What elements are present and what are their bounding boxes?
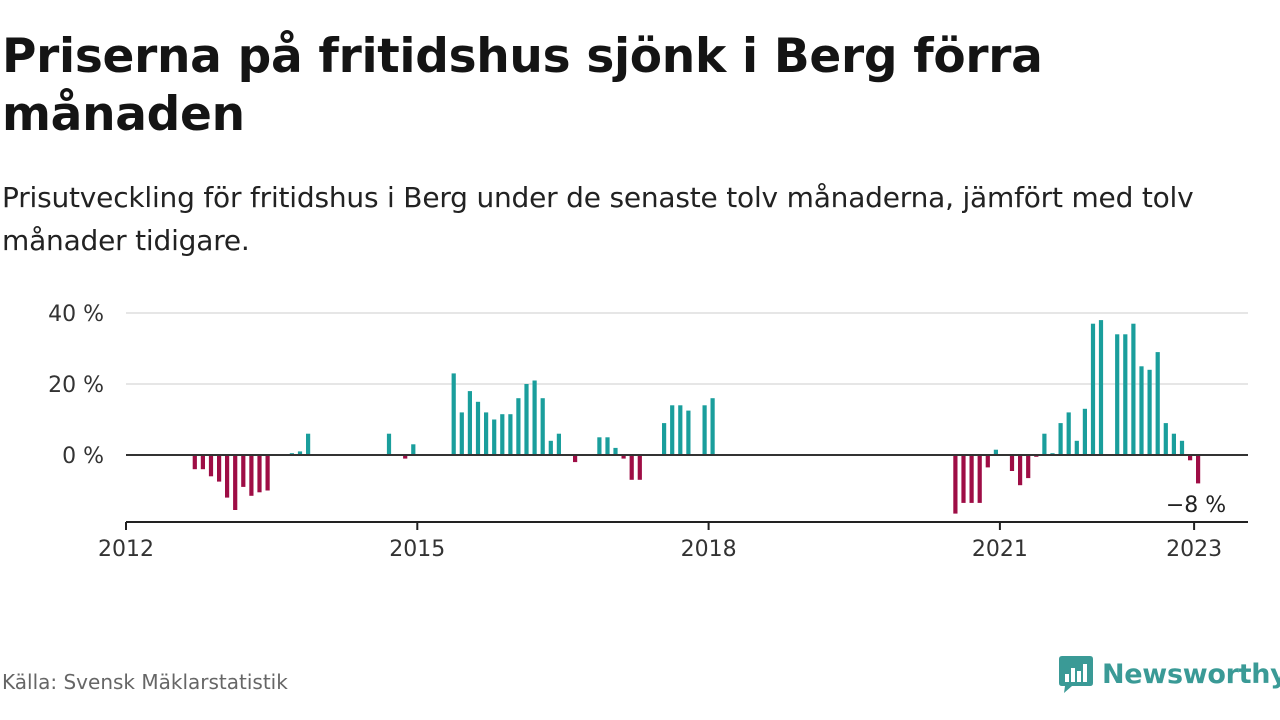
newsworthy-logo-icon <box>1059 656 1093 693</box>
bar <box>1074 440 1079 455</box>
bar <box>629 455 634 480</box>
chart-title: Priserna på fritidshus sjönk i Berg förr… <box>2 29 1043 142</box>
x-tick-label: 2018 <box>681 537 737 562</box>
bar <box>467 391 472 455</box>
bar <box>573 455 578 463</box>
bar <box>1163 423 1168 455</box>
bar <box>548 440 553 455</box>
grid-lines <box>126 312 1248 385</box>
bar <box>1058 423 1063 455</box>
y-tick-label: 40 % <box>48 302 104 327</box>
bar <box>233 455 238 510</box>
x-tick-label: 2023 <box>1166 537 1222 562</box>
bar <box>1131 323 1136 455</box>
bar <box>1155 352 1160 455</box>
bar <box>710 398 715 455</box>
bar <box>1018 455 1023 486</box>
bar <box>508 414 513 455</box>
bar <box>1082 408 1087 455</box>
bar <box>985 455 990 468</box>
chart-subtitle: Prisutveckling för fritidshus i Berg und… <box>2 181 1194 257</box>
bar <box>225 455 230 498</box>
bar <box>1171 433 1176 455</box>
bar <box>1147 369 1152 455</box>
bar <box>540 398 545 455</box>
bar <box>249 455 254 496</box>
bar <box>297 451 303 455</box>
bar <box>403 455 408 459</box>
bar <box>1188 455 1193 461</box>
bar <box>386 433 392 455</box>
bar <box>475 401 481 456</box>
bar <box>702 405 707 455</box>
bar <box>1098 320 1104 455</box>
bar <box>1026 455 1031 479</box>
bar <box>1179 440 1185 455</box>
bar <box>993 449 998 455</box>
bar <box>637 455 642 480</box>
bar <box>451 373 456 455</box>
bar <box>1123 334 1128 455</box>
bar <box>1066 412 1071 455</box>
bar <box>411 444 416 455</box>
bar <box>605 437 610 456</box>
bar <box>257 455 262 493</box>
bar <box>192 455 197 470</box>
y-tick-label: 20 % <box>48 373 104 398</box>
bar <box>961 455 966 503</box>
bar <box>670 405 675 455</box>
bar <box>306 433 311 455</box>
labels: 0 % 20 % 40 % 2012 2015 2018 2021 2023 −8 % <box>48 302 1226 562</box>
bar <box>208 455 214 477</box>
source-note: Källa: Svensk Mäklarstatistik <box>2 670 288 694</box>
bar <box>217 455 222 482</box>
x-tick-label: 2021 <box>972 537 1028 562</box>
bar <box>500 414 505 455</box>
bar <box>613 447 618 455</box>
x-tick-label: 2012 <box>98 537 154 562</box>
bar <box>459 412 464 455</box>
bar <box>1139 366 1144 456</box>
bar <box>678 405 683 455</box>
brand-name: Newsworthy <box>1102 658 1280 690</box>
bar <box>1115 334 1120 455</box>
bar <box>686 410 691 455</box>
bar-chart: 0 % 20 % 40 % 2012 2015 2018 2021 2023 −8 % <box>48 302 1248 562</box>
bar <box>516 398 521 455</box>
brand-logo[interactable]: Newsworthy <box>1058 654 1280 694</box>
bar <box>969 455 974 503</box>
bar <box>1196 455 1201 484</box>
bar <box>662 423 667 455</box>
bar <box>556 433 561 455</box>
bar <box>484 412 489 455</box>
bar <box>524 384 529 455</box>
bar <box>1090 323 1096 455</box>
bar <box>597 437 602 456</box>
bar <box>977 455 982 503</box>
axes <box>125 454 1248 530</box>
bar <box>241 455 246 487</box>
bar <box>532 380 537 455</box>
bars <box>192 320 1201 514</box>
bar <box>953 455 958 514</box>
last-value-label: −8 % <box>1166 493 1226 518</box>
bar <box>265 455 270 491</box>
bar <box>621 455 626 459</box>
bar <box>200 455 205 470</box>
bar <box>1009 455 1015 471</box>
y-tick-label: 0 % <box>62 444 104 469</box>
x-tick-label: 2015 <box>389 537 445 562</box>
bar <box>492 419 497 455</box>
bar <box>1042 433 1047 455</box>
